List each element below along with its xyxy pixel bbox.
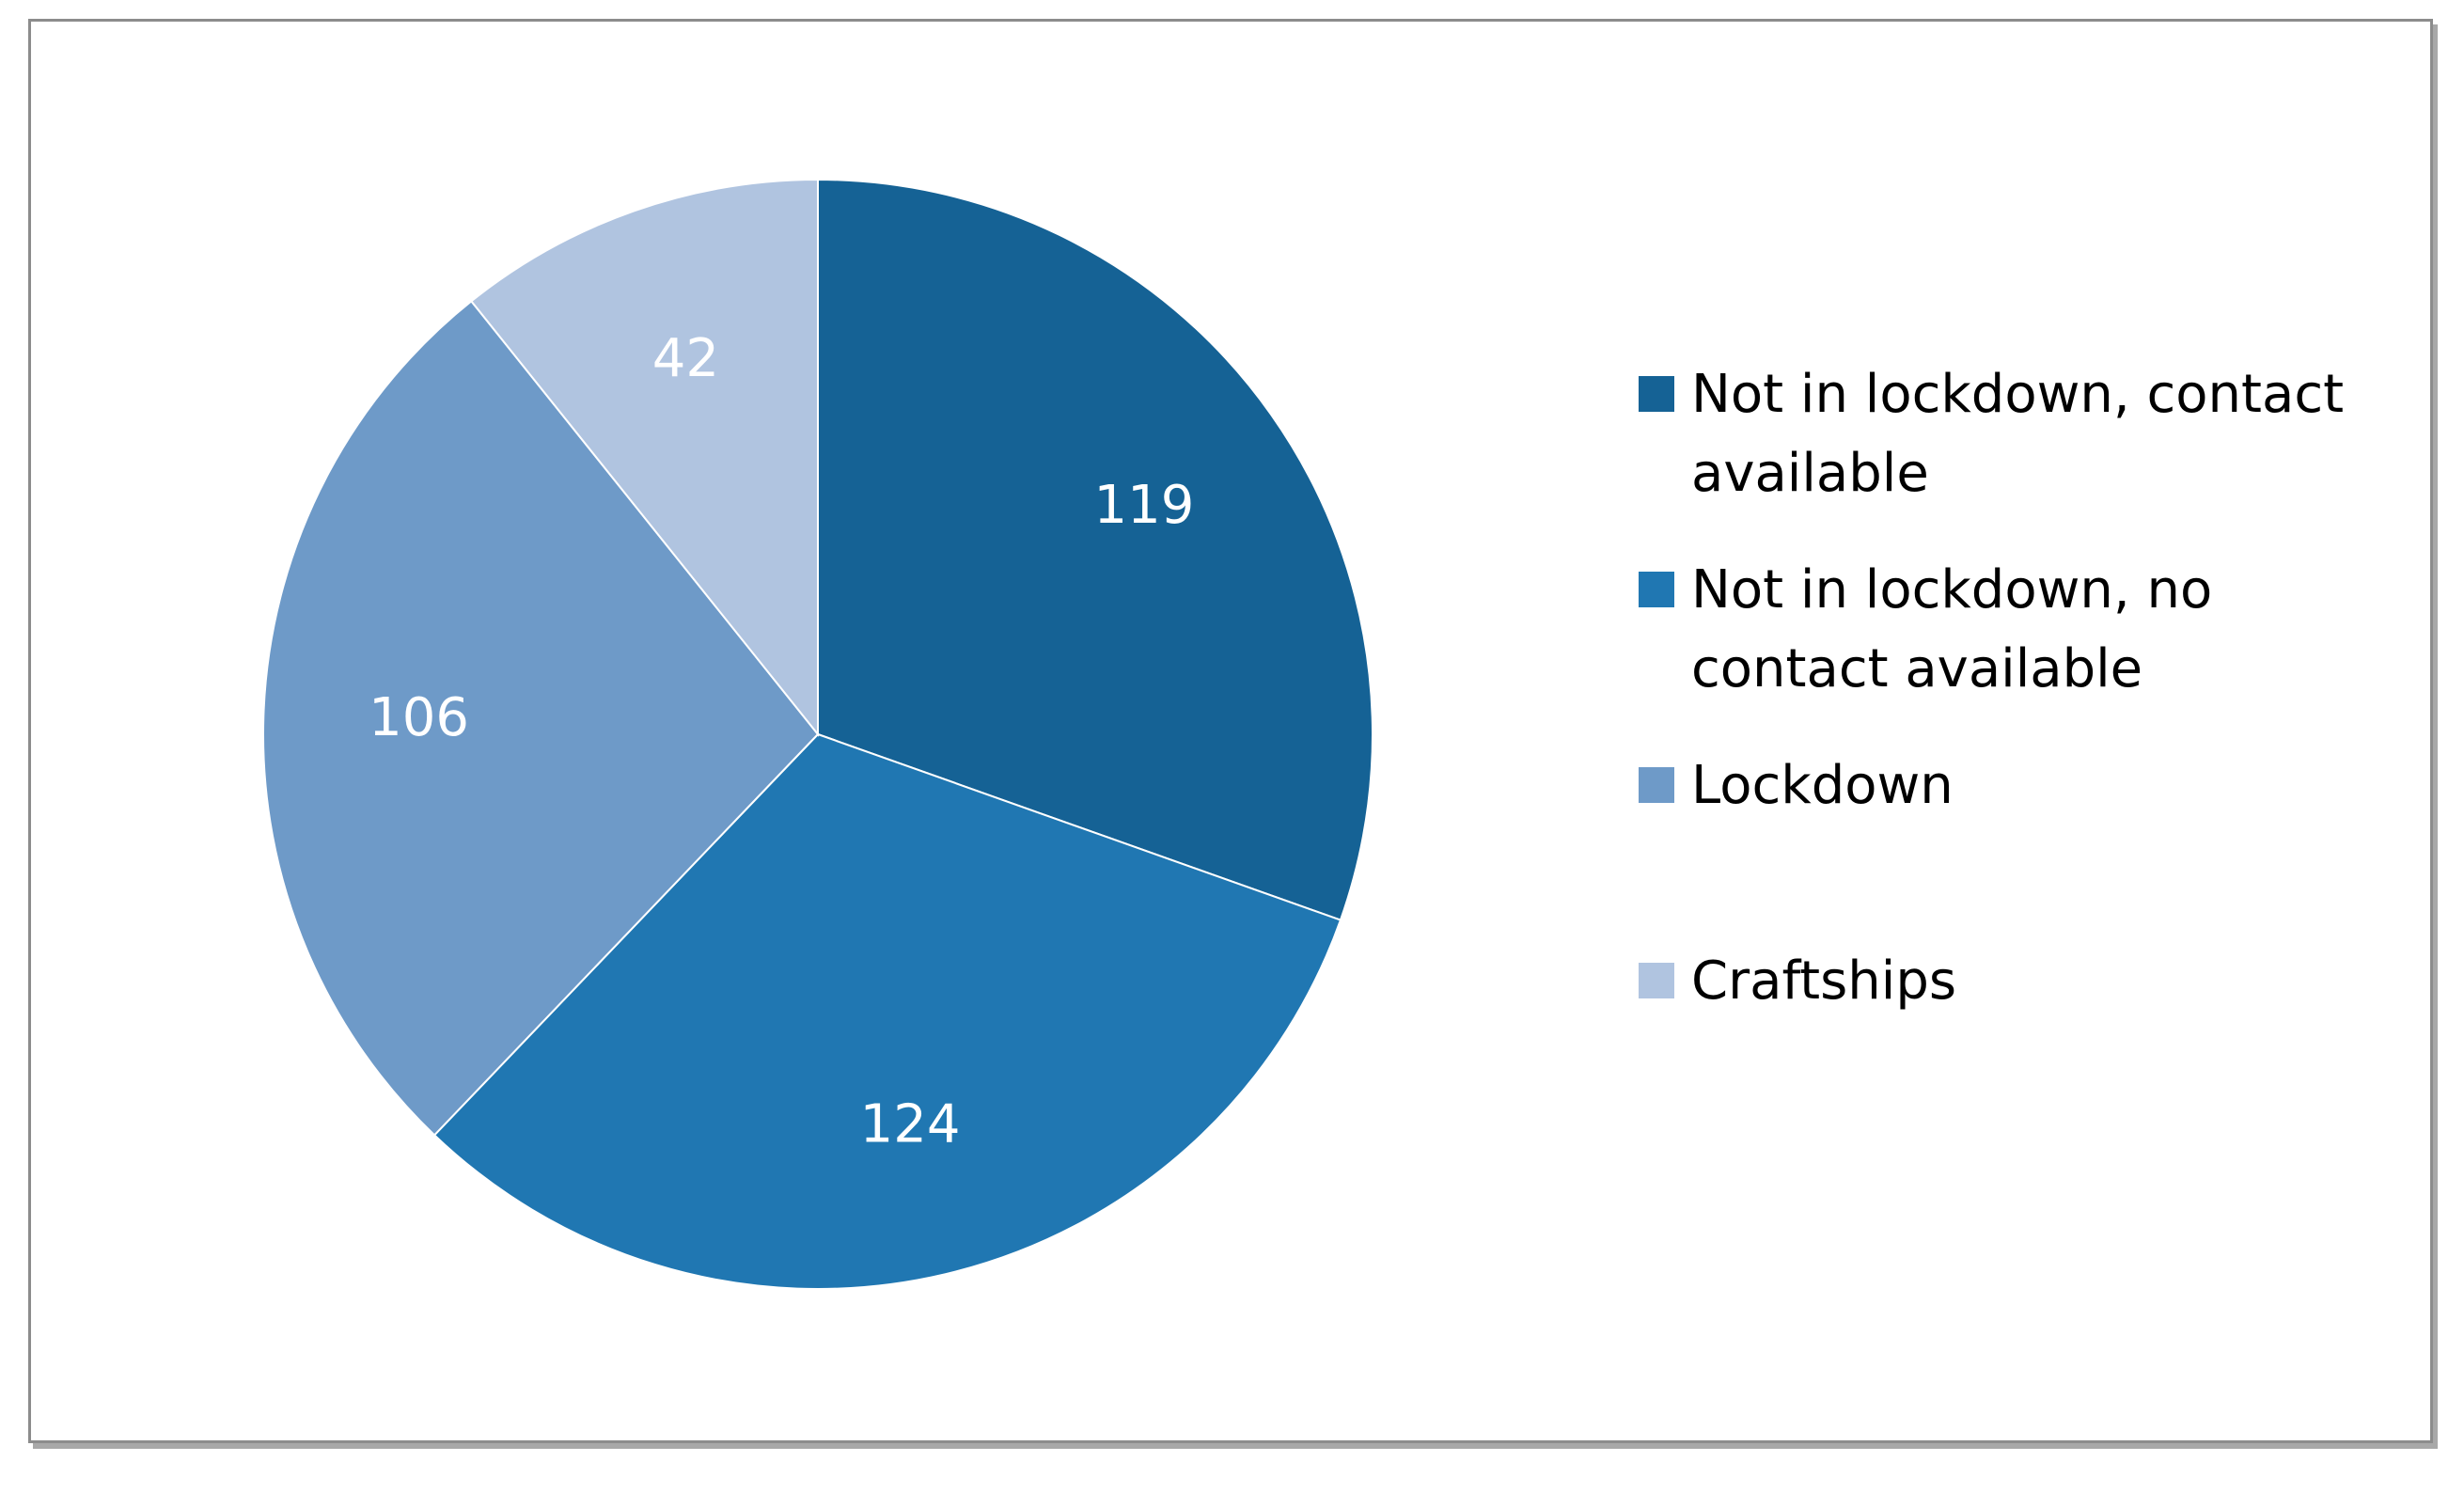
legend-item-craftships: Craftships <box>1639 942 2406 1021</box>
pie-slice-craftships <box>469 178 819 737</box>
legend-label: Craftships <box>1691 951 1957 1012</box>
data-label: 42 <box>652 328 719 389</box>
pie-chart: 119 124 106 42 <box>262 178 1373 1290</box>
legend-item-lockdown: Lockdown <box>1639 746 2406 825</box>
pie-slice-not-in-lockdown-contact-available <box>817 178 1373 921</box>
legend-swatch <box>1639 767 1674 803</box>
legend-swatch <box>1639 376 1674 412</box>
legend-item-not-in-lockdown-no-contact: Not in lockdown, no contact available <box>1639 551 2274 709</box>
pie-slice-lockdown <box>262 299 820 1137</box>
legend-label: Not in lockdown, contact available <box>1691 364 2345 504</box>
data-label: 124 <box>860 1093 961 1155</box>
legend-label: Lockdown <box>1691 755 1954 816</box>
legend-label: Not in lockdown, no contact available <box>1691 559 2213 699</box>
legend-swatch <box>1639 572 1674 607</box>
legend-swatch <box>1639 963 1674 998</box>
pie-slice-not-in-lockdown-no-contact-available <box>432 732 1342 1290</box>
legend-item-not-in-lockdown-contact: Not in lockdown, contact available <box>1639 355 2406 513</box>
data-label: 106 <box>369 687 469 748</box>
chart-frame: 119 124 106 42 Not in lockdown, contact ava… <box>28 19 2433 1443</box>
data-label: 119 <box>1094 475 1195 536</box>
